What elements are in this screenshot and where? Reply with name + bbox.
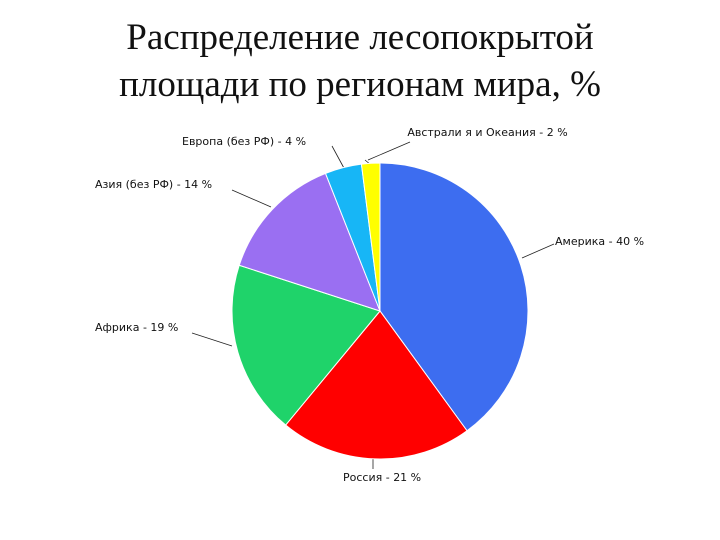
data-label: Америка - 40 % <box>555 235 645 248</box>
leader-line <box>367 141 411 161</box>
pie-slice <box>238 172 381 312</box>
pie-slice <box>360 162 381 312</box>
data-label: Европа (без РФ) - 4 % <box>182 135 307 148</box>
leader-line <box>521 243 555 259</box>
data-label: Африка - 19 % <box>95 321 179 334</box>
chart-title: Распределение лесопокрытой площади по ре… <box>119 17 601 105</box>
pie-slice <box>231 264 381 426</box>
leader-line <box>331 145 346 171</box>
leader-line <box>231 189 272 208</box>
pie-slice <box>284 310 468 460</box>
data-label: Азия (без РФ) - 14 % <box>95 178 213 191</box>
data-label: Австрали я и Океания - 2 % <box>407 126 568 139</box>
pie-slice <box>379 162 529 432</box>
data-label: Россия - 21 % <box>343 471 422 484</box>
leader-line <box>191 332 233 347</box>
